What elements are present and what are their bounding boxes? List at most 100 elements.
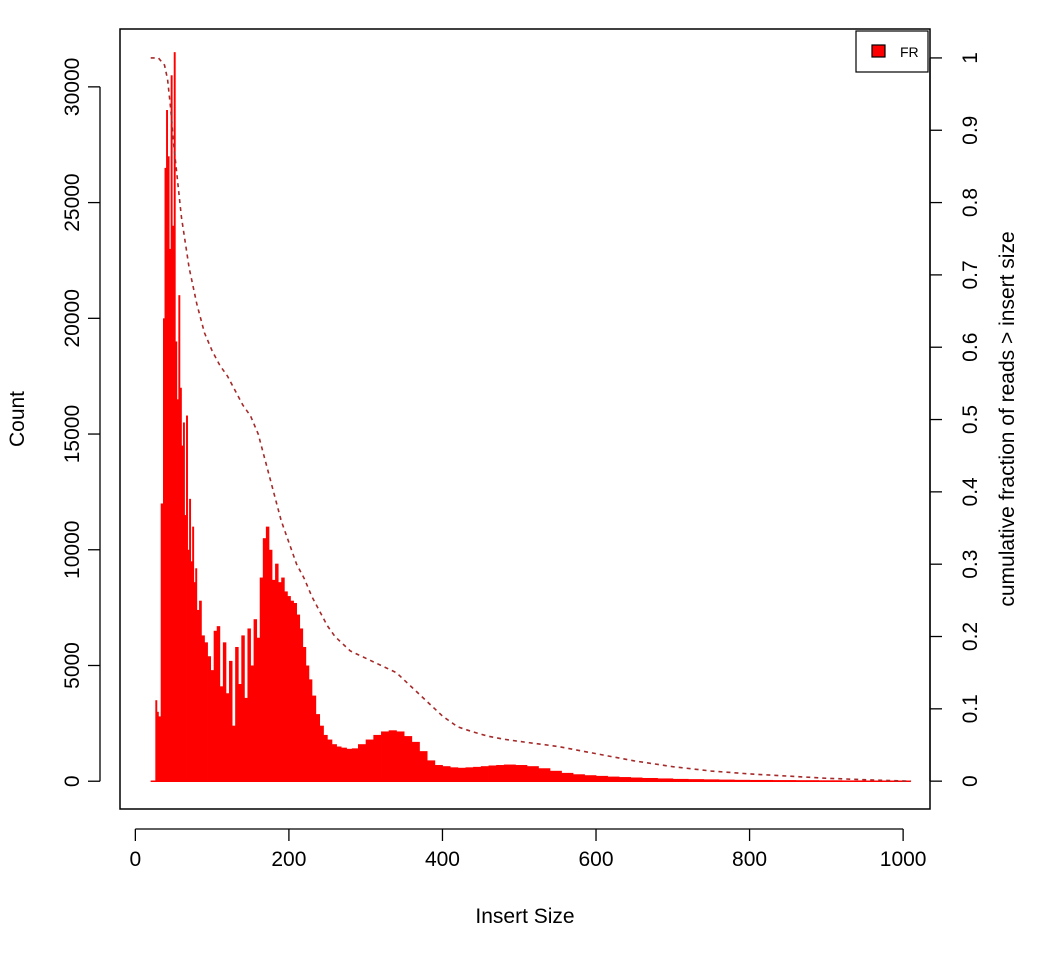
x-tick-label: 800 <box>732 848 767 871</box>
histogram-bar <box>173 52 176 782</box>
histogram-bar <box>642 777 658 782</box>
histogram-bar <box>299 628 304 782</box>
histogram-bar <box>526 766 539 782</box>
y2-axis-title: cumulative fraction of reads > insert si… <box>996 231 1019 606</box>
histogram-bar <box>166 110 169 782</box>
histogram-bar <box>404 736 413 782</box>
x-tick-label: 600 <box>578 848 613 871</box>
histogram-bar <box>232 725 236 782</box>
histogram-bar <box>247 628 251 782</box>
y-tick-label: 0 <box>61 775 84 787</box>
histogram-bar <box>442 766 451 782</box>
histogram-bar <box>284 591 288 782</box>
y2-tick-label: 0.7 <box>959 260 982 289</box>
y-tick-label: 10000 <box>61 521 84 579</box>
histogram-bar <box>427 760 436 782</box>
y2-tick-label: 0.1 <box>959 694 982 723</box>
y2-tick-label: 0.3 <box>959 550 982 579</box>
histogram-bar <box>323 734 328 782</box>
histogram-bar <box>657 778 674 782</box>
histogram-bar <box>216 626 221 782</box>
histogram-bar <box>287 596 291 782</box>
x-axis-title: Insert Size <box>475 905 574 928</box>
histogram-bar <box>244 697 248 782</box>
cumulative-series-line <box>150 57 911 782</box>
y-axis-left: 0 5000 10000 15000 20000 25000 30000 <box>61 58 101 787</box>
histogram-bar <box>201 635 205 782</box>
histogram-bar <box>503 764 516 782</box>
histogram-bar <box>272 579 276 782</box>
histogram-bar <box>305 665 310 782</box>
histogram-bar <box>319 725 324 782</box>
y2-tick-label: 0.6 <box>959 333 982 362</box>
histogram-bar <box>396 731 405 782</box>
histogram-bar <box>213 630 218 782</box>
histogram-bar <box>434 765 443 782</box>
histogram-bar <box>515 765 528 782</box>
histogram-bar <box>351 748 359 782</box>
histogram-bar <box>250 665 254 782</box>
histogram-bar <box>265 526 270 782</box>
histogram-bar <box>170 75 173 782</box>
x-tick-label: 0 <box>130 848 142 871</box>
y2-tick-label: 0.8 <box>959 188 982 217</box>
histogram-bar <box>275 563 279 782</box>
histogram-bar <box>241 635 245 782</box>
histogram-bar <box>210 670 215 782</box>
histogram-bar <box>388 730 397 782</box>
y-tick-label: 30000 <box>61 58 84 116</box>
y-tick-label: 15000 <box>61 405 84 463</box>
x-tick-label: 1000 <box>880 848 927 871</box>
histogram-bar <box>184 515 187 782</box>
y-tick-label: 5000 <box>61 642 84 689</box>
histogram-bar <box>189 498 192 782</box>
histogram-bar <box>207 656 211 782</box>
histogram-bar <box>315 714 321 782</box>
histogram-bar <box>169 248 172 782</box>
y-axis-title: Count <box>6 391 29 447</box>
histogram-bar <box>488 765 497 782</box>
histogram-bar <box>156 711 159 782</box>
histogram-bar <box>607 776 620 782</box>
histogram-bar <box>186 415 188 782</box>
histogram-bar <box>163 318 165 782</box>
histogram-bar <box>450 767 459 782</box>
histogram-bar <box>238 684 242 782</box>
histogram-bar <box>457 767 466 782</box>
histogram-bar <box>496 765 505 782</box>
histogram-bar <box>229 660 233 782</box>
legend-swatch-fr <box>871 44 886 58</box>
histogram-bar <box>411 741 420 782</box>
cumulative-fraction-line <box>150 57 911 782</box>
y2-tick-label: 1 <box>959 52 982 64</box>
histogram-bar <box>419 751 428 782</box>
histogram-bar <box>365 739 374 782</box>
histogram-bar <box>549 770 562 782</box>
histogram-bar <box>358 744 367 782</box>
histogram-bar <box>296 614 301 782</box>
histogram-bar <box>167 156 170 782</box>
histogram-bar <box>160 503 164 782</box>
histogram-bar <box>346 748 353 782</box>
histogram-bar <box>336 746 342 782</box>
y2-tick-label: 0.2 <box>959 622 982 651</box>
y-tick-label: 20000 <box>61 289 84 347</box>
legend: FR <box>855 30 929 73</box>
histogram-bar <box>178 295 181 782</box>
y2-tick-label: 0.4 <box>959 477 982 507</box>
histogram-bar <box>561 772 574 782</box>
y2-tick-label: 0.9 <box>959 116 982 145</box>
histogram-bar <box>196 609 200 782</box>
histogram-bar <box>204 642 208 782</box>
histogram-bar <box>225 693 230 782</box>
histogram-bar <box>465 767 474 782</box>
y2-tick-label: 0 <box>959 775 982 787</box>
histogram-bar <box>718 779 735 782</box>
histogram-bar <box>176 399 179 782</box>
y2-tick-label: 0.5 <box>959 405 982 434</box>
histogram-bar <box>619 777 631 782</box>
histogram-bar <box>584 775 597 782</box>
histogram-bar <box>327 739 333 782</box>
histogram-bar <box>158 716 162 782</box>
